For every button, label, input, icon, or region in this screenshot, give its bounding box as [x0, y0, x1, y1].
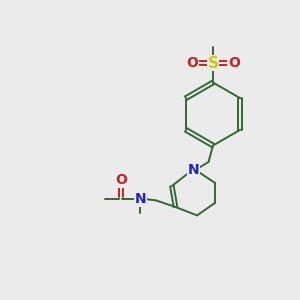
- Text: N: N: [188, 164, 199, 177]
- Text: N: N: [135, 192, 146, 206]
- Text: S: S: [208, 56, 218, 70]
- Text: O: O: [228, 56, 240, 70]
- Text: O: O: [115, 173, 127, 187]
- Text: O: O: [186, 56, 198, 70]
